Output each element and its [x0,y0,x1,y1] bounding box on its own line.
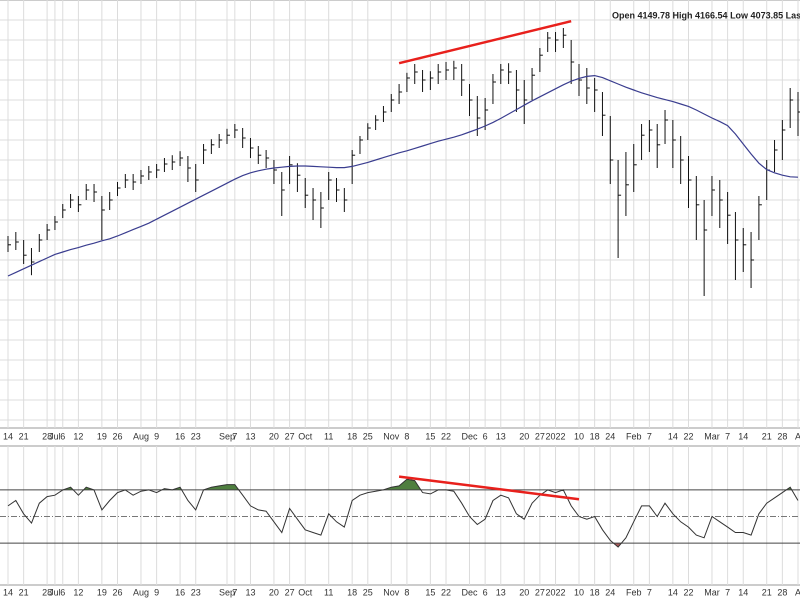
x-tick-label: 18 [590,431,600,441]
x-tick-label: 24 [605,587,615,597]
x-tick-label: 7 [647,431,652,441]
x-tick-label: Aug [133,587,149,597]
x-tick-label: 21 [762,431,772,441]
x-tick-label: 22 [441,431,451,441]
x-tick-label: 24 [605,431,615,441]
x-tick-label: Jul [49,587,61,597]
x-tick-label: Mar [704,587,720,597]
x-tick-label: 7 [647,587,652,597]
x-tick-label: 23 [191,431,201,441]
x-tick-label: 22 [683,587,693,597]
x-tick-label: 9 [154,431,159,441]
x-tick-label: 22 [441,587,451,597]
x-tick-label: 12 [73,431,83,441]
x-tick-label: Feb [626,431,642,441]
x-tick-label: Dec [461,431,478,441]
x-tick-label: 13 [245,587,255,597]
x-tick-label: Feb [626,587,642,597]
x-tick-label: 20 [519,587,529,597]
moving-average [7,74,799,277]
x-tick-label: 8 [404,587,409,597]
x-tick-label: 11 [324,431,333,441]
panel-frame [0,445,800,586]
x-tick-label: 18 [590,587,600,597]
x-tick-label: 9 [154,587,159,597]
x-tick-label: Dec [461,587,478,597]
x-tick-label: Sep [219,587,235,597]
x-tick-label: 7 [725,431,730,441]
x-tick-label: Oct [298,431,313,441]
x-tick-label: 22 [683,431,693,441]
x-tick-label: Mar [704,431,720,441]
x-tick-label: 2022 [546,587,566,597]
x-tick-label: 21 [19,587,29,597]
x-tick-label: 2022 [546,431,566,441]
x-tick-label: A [795,587,800,597]
x-tick-label: 14 [3,431,13,441]
x-tick-label: 6 [60,587,65,597]
x-tick-label: 13 [496,431,506,441]
x-tick-label: 12 [73,587,83,597]
x-tick-label: 14 [738,431,748,441]
x-tick-label: 11 [324,587,333,597]
x-tick-label: 20 [519,431,529,441]
x-tick-label: 18 [347,431,357,441]
x-tick-label: 27 [285,431,295,441]
x-tick-label: 19 [97,431,107,441]
ohlc-readout: Open 4149.78 High 4166.54 Low 4073.85 La… [612,10,800,20]
x-tick-label: 7 [232,431,237,441]
x-tick-label: 20 [269,431,279,441]
x-tick-label: 13 [496,587,506,597]
x-tick-label: A [795,431,800,441]
x-tick-label: Oct [298,587,313,597]
x-tick-label: 16 [175,431,185,441]
x-tick-label: 10 [574,431,584,441]
x-tick-label: 28 [42,587,52,597]
x-tick-label: 26 [112,431,122,441]
x-tick-label: 28 [777,431,787,441]
x-tick-label: 23 [191,587,201,597]
panel-frame [0,0,800,429]
trend-line [398,475,580,501]
x-tick-label: 15 [425,431,435,441]
x-tick-label: Nov [383,587,400,597]
x-tick-label: 27 [535,587,545,597]
x-tick-label: 25 [363,431,373,441]
x-tick-label: 14 [738,587,748,597]
x-tick-label: 18 [347,587,357,597]
x-tick-label: 15 [425,587,435,597]
x-tick-label: 19 [97,587,107,597]
x-tick-label: 7 [232,587,237,597]
x-tick-label: 10 [574,587,584,597]
x-tick-label: 14 [668,431,678,441]
x-tick-label: 27 [535,431,545,441]
overbought-fill [8,479,798,490]
x-tick-label: Nov [383,431,400,441]
x-tick-label: 13 [245,431,255,441]
x-tick-label: 16 [175,587,185,597]
x-tick-label: 28 [42,431,52,441]
x-tick-label: 27 [285,587,295,597]
x-tick-label: 14 [3,587,13,597]
x-tick-label: 21 [19,431,29,441]
x-tick-label: 26 [112,587,122,597]
x-tick-label: 6 [483,587,488,597]
x-tick-label: 8 [404,431,409,441]
x-tick-label: Jul [49,431,61,441]
x-tick-label: 25 [363,587,373,597]
trend-line [398,19,572,65]
x-tick-label: 6 [60,431,65,441]
rsi-line [7,478,799,548]
x-tick-label: 14 [668,587,678,597]
x-tick-label: 28 [777,587,787,597]
x-tick-label: Sep [219,431,235,441]
x-tick-label: 20 [269,587,279,597]
x-tick-label: 7 [725,587,730,597]
x-tick-label: Aug [133,431,149,441]
x-tick-label: 6 [483,431,488,441]
x-tick-label: 21 [762,587,772,597]
